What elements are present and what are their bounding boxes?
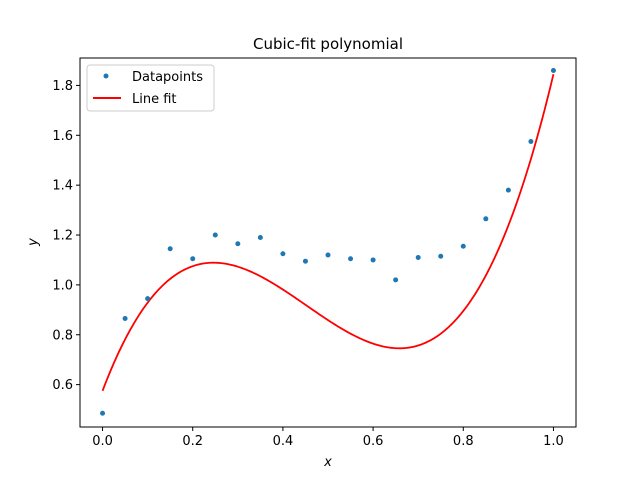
x-tick-label: 0.8 [453,434,474,449]
x-tick-label: 0.2 [182,434,203,449]
datapoint [100,410,106,416]
datapoints-layer [100,67,556,416]
x-tick-label: 0.6 [363,434,384,449]
y-tick-label: 1.0 [52,278,73,293]
y-axis-title: y [26,238,41,247]
datapoint [235,241,241,247]
plot-frame [79,57,577,428]
datapoint [505,187,511,193]
x-tick-label: 1.0 [543,434,564,449]
datapoint [145,296,151,302]
y-axis-ticks: 0.6 0.8 1.0 1.2 1.4 1.6 1.8 [52,79,80,393]
plot-area [80,58,576,427]
datapoint [393,277,399,283]
line-fit-curve [101,73,555,392]
y-tick-label: 1.2 [52,229,73,244]
x-tick-label: 0.4 [273,434,294,449]
datapoint [460,243,466,249]
y-tick-label: 1.6 [52,129,73,144]
datapoint [415,254,421,260]
datapoint [438,253,444,259]
datapoint [348,256,354,262]
y-tick-label: 0.8 [52,328,73,343]
datapoint [167,246,173,252]
x-axis-title: x [323,455,332,470]
datapoint [483,216,489,222]
datapoint [370,257,376,263]
legend-label-line-fit: Line fit [132,92,177,107]
fit-line-layer [101,73,555,392]
x-axis-ticks: 0.0 0.2 0.4 0.6 0.8 1.0 [92,427,564,449]
datapoint [325,252,331,258]
datapoint [212,232,218,238]
y-tick-label: 1.4 [52,179,73,194]
y-tick-label: 0.6 [52,378,73,393]
legend-marker-datapoints [103,73,109,79]
x-tick-label: 0.0 [92,434,113,449]
y-tick-label: 1.8 [52,79,73,94]
datapoint [280,251,286,257]
legend: Datapoints Line fit [86,64,215,112]
datapoint [190,256,196,262]
datapoint [122,316,128,322]
legend-box [86,64,215,112]
chart-title: Cubic-fit polynomial [253,35,403,53]
datapoint [257,235,263,241]
datapoint [302,258,308,264]
legend-label-datapoints: Datapoints [132,70,203,85]
datapoint [550,67,556,73]
datapoint [528,139,534,145]
